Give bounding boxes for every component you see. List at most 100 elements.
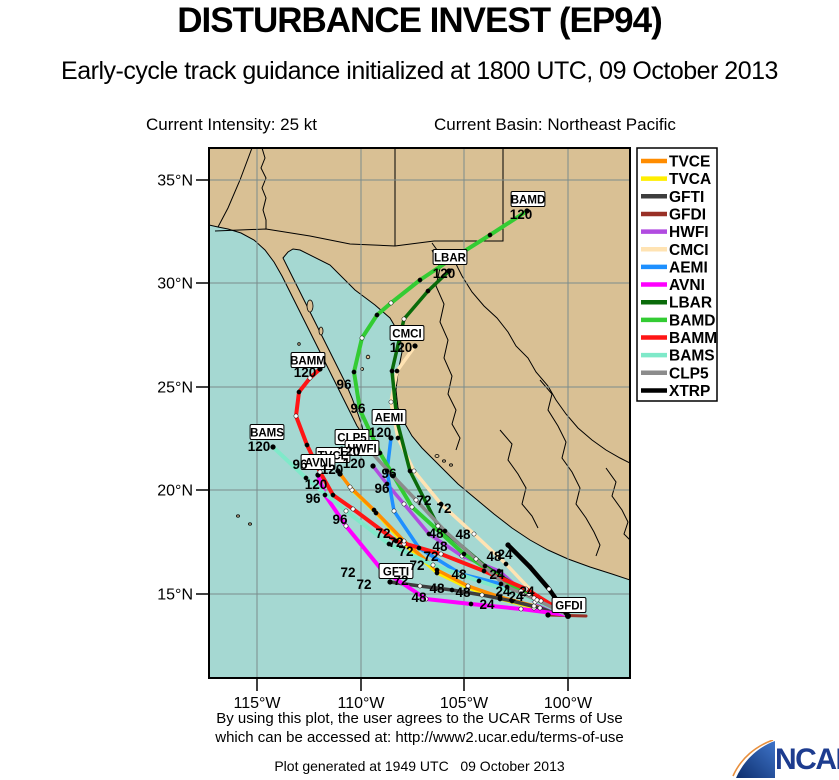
- axes: 35°N 30°N 25°N 20°N 15°N 115°W 110°W 105°W 100°W: [157, 173, 593, 713]
- model-label-box-AEMI: [371, 409, 407, 425]
- hour-label: 72: [356, 577, 371, 592]
- waypoint-dot: [468, 601, 474, 607]
- political-border: [605, 467, 630, 541]
- waypoint-dot: [304, 442, 310, 448]
- waypoints-XTRP: [505, 542, 552, 592]
- hour-label: 120: [390, 340, 413, 355]
- waypoint-dot: [343, 523, 349, 529]
- plot-subtitle: Early-cycle track guidance initialized a…: [61, 57, 778, 85]
- hour-label: 72: [416, 493, 431, 508]
- legend-label: BAMD: [669, 312, 716, 329]
- waypoint-dot: [335, 468, 341, 474]
- legend-item-CMCI: CMCI: [641, 242, 709, 259]
- waypoint-dot: [538, 598, 544, 604]
- waypoint-dot: [388, 435, 394, 441]
- legend-label: BAMS: [669, 348, 715, 365]
- hour-label: 120: [510, 207, 533, 222]
- hour-label: 72: [436, 501, 451, 516]
- model-label-box-BAMD: [510, 191, 546, 207]
- hour-label: 120: [248, 439, 271, 454]
- legend-label: GFTI: [669, 189, 704, 206]
- model-label-LBAR: LBAR: [434, 253, 467, 265]
- waypoint-dot: [545, 612, 551, 618]
- waypoint-dot: [386, 541, 392, 547]
- waypoint-dot: [481, 568, 487, 574]
- political-border: [431, 249, 461, 451]
- lon-tick-label: 100°W: [544, 695, 593, 712]
- legend-item-XTRP: XTRP: [641, 383, 710, 400]
- waypoint-dot: [482, 563, 488, 569]
- waypoint-dot: [384, 481, 390, 487]
- waypoints-GFDI: [545, 612, 551, 618]
- waypoint-dot: [293, 413, 299, 419]
- waypoint-dot: [388, 399, 394, 405]
- island: [248, 522, 252, 526]
- waypoint-dot: [370, 463, 376, 469]
- hour-label: 120: [369, 425, 392, 440]
- model-label-box-BAMM: [290, 352, 326, 368]
- legend-item-BAMM: BAMM: [641, 330, 717, 347]
- model-label-CMCI: CMCI: [392, 329, 421, 341]
- waypoint-dot: [526, 591, 532, 597]
- legend-item-BAMD: BAMD: [641, 312, 716, 329]
- legend-item-GFDI: GFDI: [641, 206, 706, 223]
- legend-label: LBAR: [669, 295, 712, 312]
- model-label-GFDI: GFDI: [555, 601, 582, 613]
- model-labels: BAMDLBARCMCIAEMICLP5HWFITVCEAVNIBAMSBAMM…: [249, 191, 587, 613]
- waypoints-BAMM: [293, 366, 529, 592]
- start-position-dot: [565, 613, 571, 619]
- waypoint-dot: [416, 545, 422, 551]
- waypoint-dot: [303, 475, 309, 481]
- waypoint-dot: [527, 564, 533, 570]
- legend-label: TVCE: [669, 154, 710, 171]
- waypoint-dot: [389, 368, 395, 374]
- waypoint-dot: [343, 508, 349, 514]
- hour-label: 96: [374, 481, 390, 496]
- waypoint-dot: [497, 594, 503, 600]
- waypoint-dot: [401, 316, 407, 322]
- waypoint-dot: [388, 300, 394, 306]
- waypoint-dot: [524, 208, 530, 214]
- waypoint-dot: [347, 484, 353, 490]
- forecast-hour-labels: 1201201201201201201201201201209696969696…: [248, 207, 535, 612]
- waypoint-dot: [430, 562, 436, 568]
- map-frame: [208, 147, 631, 679]
- hour-label: 48: [411, 590, 427, 605]
- hour-label: 96: [336, 377, 352, 392]
- waypoints-BAMS: [270, 444, 526, 598]
- waypoint-dot: [449, 587, 455, 593]
- current-basin: Current Basin: Northeast Pacific: [434, 115, 676, 134]
- waypoint-dot: [534, 597, 540, 603]
- hour-label: 96: [305, 491, 321, 506]
- waypoint-dot: [412, 343, 418, 349]
- political-border: [260, 148, 267, 229]
- waypoint-dot: [384, 468, 390, 474]
- legend-label: AEMI: [669, 259, 708, 276]
- hour-label: 96: [381, 466, 397, 481]
- waypoint-dot: [438, 501, 444, 507]
- waypoint-dot: [394, 368, 400, 374]
- waypoint-dot: [401, 501, 407, 507]
- legend-label: TVCA: [669, 171, 711, 188]
- waypoint-dot: [438, 551, 444, 557]
- model-label-box-AVNI: [300, 454, 336, 470]
- hour-label: 120: [305, 477, 328, 492]
- model-label-box-GFDI: [551, 597, 587, 613]
- waypoint-dot: [351, 369, 357, 375]
- island: [449, 463, 453, 467]
- geography: [209, 148, 630, 581]
- waypoint-dot: [503, 561, 509, 567]
- waypoint-dot: [393, 538, 399, 544]
- lon-tick-label: 105°W: [440, 695, 489, 712]
- waypoint-dot: [391, 508, 397, 514]
- legend-label: CLP5: [669, 365, 709, 382]
- lat-tick-label: 15°N: [157, 587, 193, 604]
- political-border: [539, 379, 601, 557]
- ncar-logo: NCAR: [731, 740, 839, 778]
- legend-item-BAMS: BAMS: [641, 348, 715, 365]
- hour-label: 120: [343, 456, 366, 471]
- model-label-BAMM: BAMM: [290, 356, 326, 368]
- hour-label: 120: [321, 462, 344, 477]
- waypoint-dot: [322, 492, 328, 498]
- model-label-GFTI: GFTI: [383, 567, 409, 579]
